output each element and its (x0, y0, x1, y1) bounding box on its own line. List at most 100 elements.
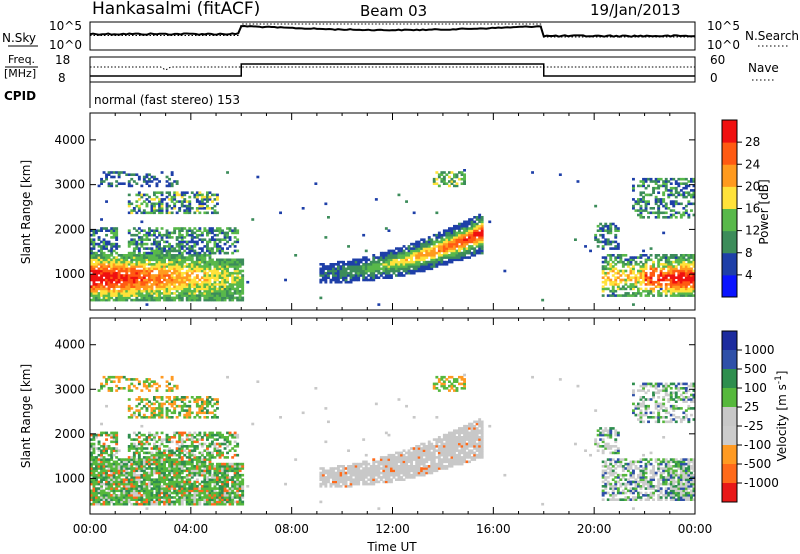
velocity-cell (168, 467, 171, 470)
power-cell (122, 263, 126, 266)
power-cell (642, 289, 645, 293)
power-cell (458, 256, 461, 259)
power-cell (458, 171, 461, 174)
velocity-cell (130, 447, 134, 450)
velocity-cell (213, 489, 217, 493)
power-cell (180, 298, 184, 302)
velocity-cell (155, 453, 159, 457)
power-cell (357, 258, 361, 262)
power-cell (183, 292, 187, 295)
power-cell (448, 258, 451, 262)
power-cell (440, 236, 444, 239)
power-cell (384, 254, 388, 257)
velocity-cell (168, 387, 171, 390)
power-cell (193, 193, 197, 197)
power-cell (614, 267, 618, 271)
power-cell (132, 238, 136, 241)
power-cell (165, 175, 169, 179)
power-cell (115, 227, 119, 230)
power-cell (664, 186, 668, 190)
velocity-cell (188, 471, 192, 475)
power-cell (692, 278, 696, 282)
power-cell (203, 294, 207, 297)
power-cell (417, 256, 421, 259)
velocity-cell (158, 487, 161, 490)
power-cell (155, 227, 159, 230)
power-cell (153, 258, 156, 262)
power-cell (218, 298, 222, 302)
power-cell (185, 204, 189, 208)
power-cell (208, 238, 212, 241)
velocity-cell (105, 438, 108, 441)
power-cell (647, 202, 650, 206)
velocity-cell (127, 436, 131, 439)
velocity-cell (97, 496, 101, 499)
power-cell (145, 269, 149, 273)
velocity-cell (102, 467, 106, 470)
power-cell (621, 294, 625, 297)
power-cell (165, 296, 169, 300)
velocity-cell (132, 467, 136, 470)
power-cell (211, 289, 214, 293)
velocity-cell (158, 453, 161, 457)
power-cell (334, 280, 338, 284)
power-cell (624, 269, 628, 273)
power-cell (654, 216, 658, 219)
power-cell (200, 280, 204, 284)
power-cell (173, 292, 177, 295)
power-cell (226, 247, 229, 250)
power-cell (657, 180, 661, 183)
power-cell (102, 260, 106, 264)
velocity-cell (188, 487, 192, 490)
power-cell (664, 256, 668, 259)
velocity-cell (208, 494, 212, 497)
power-cell (140, 240, 144, 244)
velocity-cell (145, 496, 149, 499)
velocity-cell (178, 404, 182, 408)
velocity-cell (155, 400, 159, 403)
velocity-cell (213, 413, 217, 417)
power-cell (626, 265, 630, 268)
power-cell (453, 251, 456, 255)
velocity-cell (198, 471, 202, 475)
velocity-cell (208, 453, 212, 457)
power-cell (148, 263, 151, 266)
power-cell (672, 283, 676, 286)
power-cell (236, 280, 240, 284)
power-cell (95, 296, 98, 300)
velocity-cell (148, 462, 151, 466)
power-cell (190, 245, 194, 248)
power-cell (145, 256, 149, 259)
power-cell (221, 258, 224, 262)
power-cell (347, 260, 350, 264)
power-cell (614, 229, 618, 232)
velocity-cell (216, 400, 219, 403)
velocity-cell (208, 471, 212, 475)
velocity-cell (153, 456, 156, 459)
velocity-cell (173, 458, 177, 461)
power-cell (132, 274, 136, 277)
power-cell (425, 249, 429, 253)
velocity-cell (140, 498, 144, 501)
power-cell (173, 258, 177, 262)
velocity-cell (135, 462, 139, 466)
power-cell (662, 193, 666, 197)
power-cell (107, 292, 111, 295)
power-cell (314, 182, 318, 185)
velocity-cell (102, 476, 106, 479)
power-cell (221, 285, 224, 288)
velocity-cell (206, 494, 209, 497)
power-cell (347, 274, 350, 277)
velocity-cell (216, 494, 219, 497)
velocity-cell (175, 480, 179, 484)
power-cell (178, 269, 182, 273)
velocity-cell (150, 453, 154, 457)
velocity-cell (137, 413, 141, 417)
power-cell (110, 258, 114, 262)
power-cell (400, 274, 403, 277)
power-cell (470, 220, 474, 224)
power-cell (130, 283, 134, 286)
velocity-cell (130, 491, 134, 495)
power-cell (604, 258, 608, 262)
power-cell (140, 256, 144, 259)
